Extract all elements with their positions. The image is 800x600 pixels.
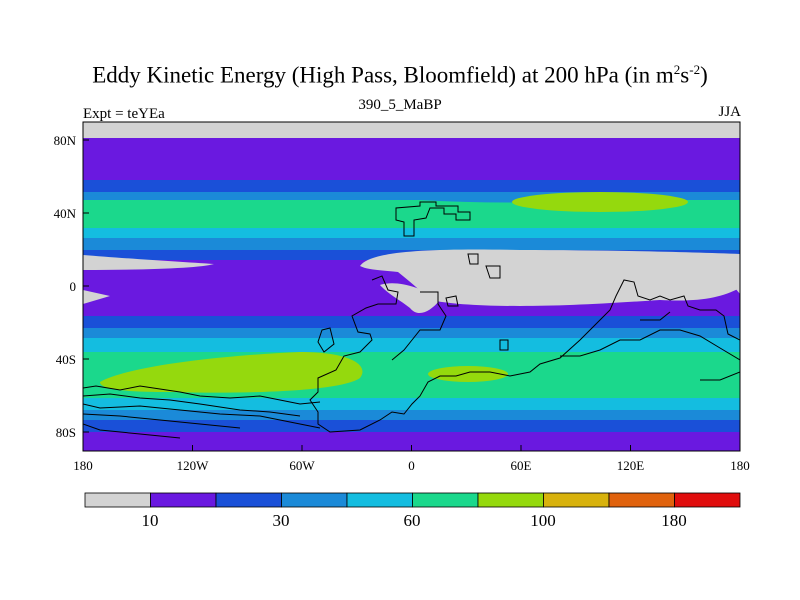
y-tick-label: 0 (70, 279, 77, 294)
colorbar-box (608, 492, 675, 508)
band-40b-north (83, 238, 740, 250)
x-tick-label: 120E (617, 458, 645, 473)
x-tick-label: 120W (177, 458, 210, 473)
season-label: JJA (718, 104, 741, 120)
chart-title: Eddy Kinetic Energy (High Pass, Bloomfie… (92, 62, 708, 88)
y-tick-label: 40N (54, 206, 77, 221)
jet-core-south (100, 352, 363, 393)
band-40-south (83, 328, 740, 338)
y-tick-labels: 80N 40N 0 40S 80S (54, 133, 77, 440)
experiment-label: Expt = teYEa (83, 106, 165, 122)
x-tick-label: 60E (511, 458, 532, 473)
colorbar (84, 492, 741, 508)
gray-region-tropics (360, 249, 740, 306)
band-polar-south (83, 432, 740, 451)
y-tick-label: 80N (54, 133, 77, 148)
jet-core-south-atlantic (428, 366, 508, 382)
colorbar-box (84, 492, 151, 508)
coastlines (83, 201, 740, 439)
axis-ticks (82, 139, 741, 451)
x-tick-labels: 180 120W 60W 0 60E 120E 180 (73, 458, 750, 473)
colorbar-box (281, 492, 348, 508)
gray-region-pacific (83, 255, 214, 270)
x-tick-label: 0 (408, 458, 415, 473)
colorbar-label: 10 (142, 511, 159, 530)
colorbar-box (674, 492, 741, 508)
colorbar-label: 100 (530, 511, 556, 530)
band-polar-north (83, 122, 740, 138)
y-tick-label: 40S (56, 352, 76, 367)
x-tick-label: 60W (289, 458, 315, 473)
x-tick-label: 180 (73, 458, 93, 473)
band-40b-south (83, 410, 740, 420)
colorbar-labels: 10 30 60 100 180 (142, 511, 687, 530)
colorbar-box (543, 492, 610, 508)
band-30-north (83, 180, 740, 192)
jet-core-asia (512, 192, 688, 212)
colorbar-label: 60 (404, 511, 421, 530)
colorbar-box (150, 492, 217, 508)
band-50-south (83, 338, 740, 352)
y-tick-label: 80S (56, 425, 76, 440)
colorbar-box (412, 492, 479, 508)
contour-field (83, 122, 740, 451)
band-50-north (83, 228, 740, 238)
colorbar-box (215, 492, 282, 508)
band-10-30-north (83, 138, 740, 180)
band-30b-south (83, 420, 740, 432)
band-30-south (83, 316, 740, 328)
chart-subtitle: 390_5_MaBP (358, 97, 442, 113)
x-tick-label: 180 (730, 458, 750, 473)
band-40-north (83, 192, 740, 200)
colorbar-box (346, 492, 413, 508)
colorbar-box (477, 492, 544, 508)
colorbar-label: 30 (273, 511, 290, 530)
colorbar-label: 180 (661, 511, 687, 530)
